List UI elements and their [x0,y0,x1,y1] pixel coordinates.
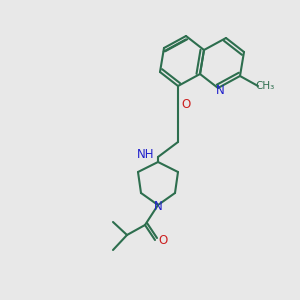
Text: O: O [182,98,190,110]
Text: CH₃: CH₃ [255,81,274,91]
Text: N: N [216,83,224,97]
Text: O: O [158,233,168,247]
Text: NH: NH [137,148,155,161]
Text: N: N [154,200,162,212]
